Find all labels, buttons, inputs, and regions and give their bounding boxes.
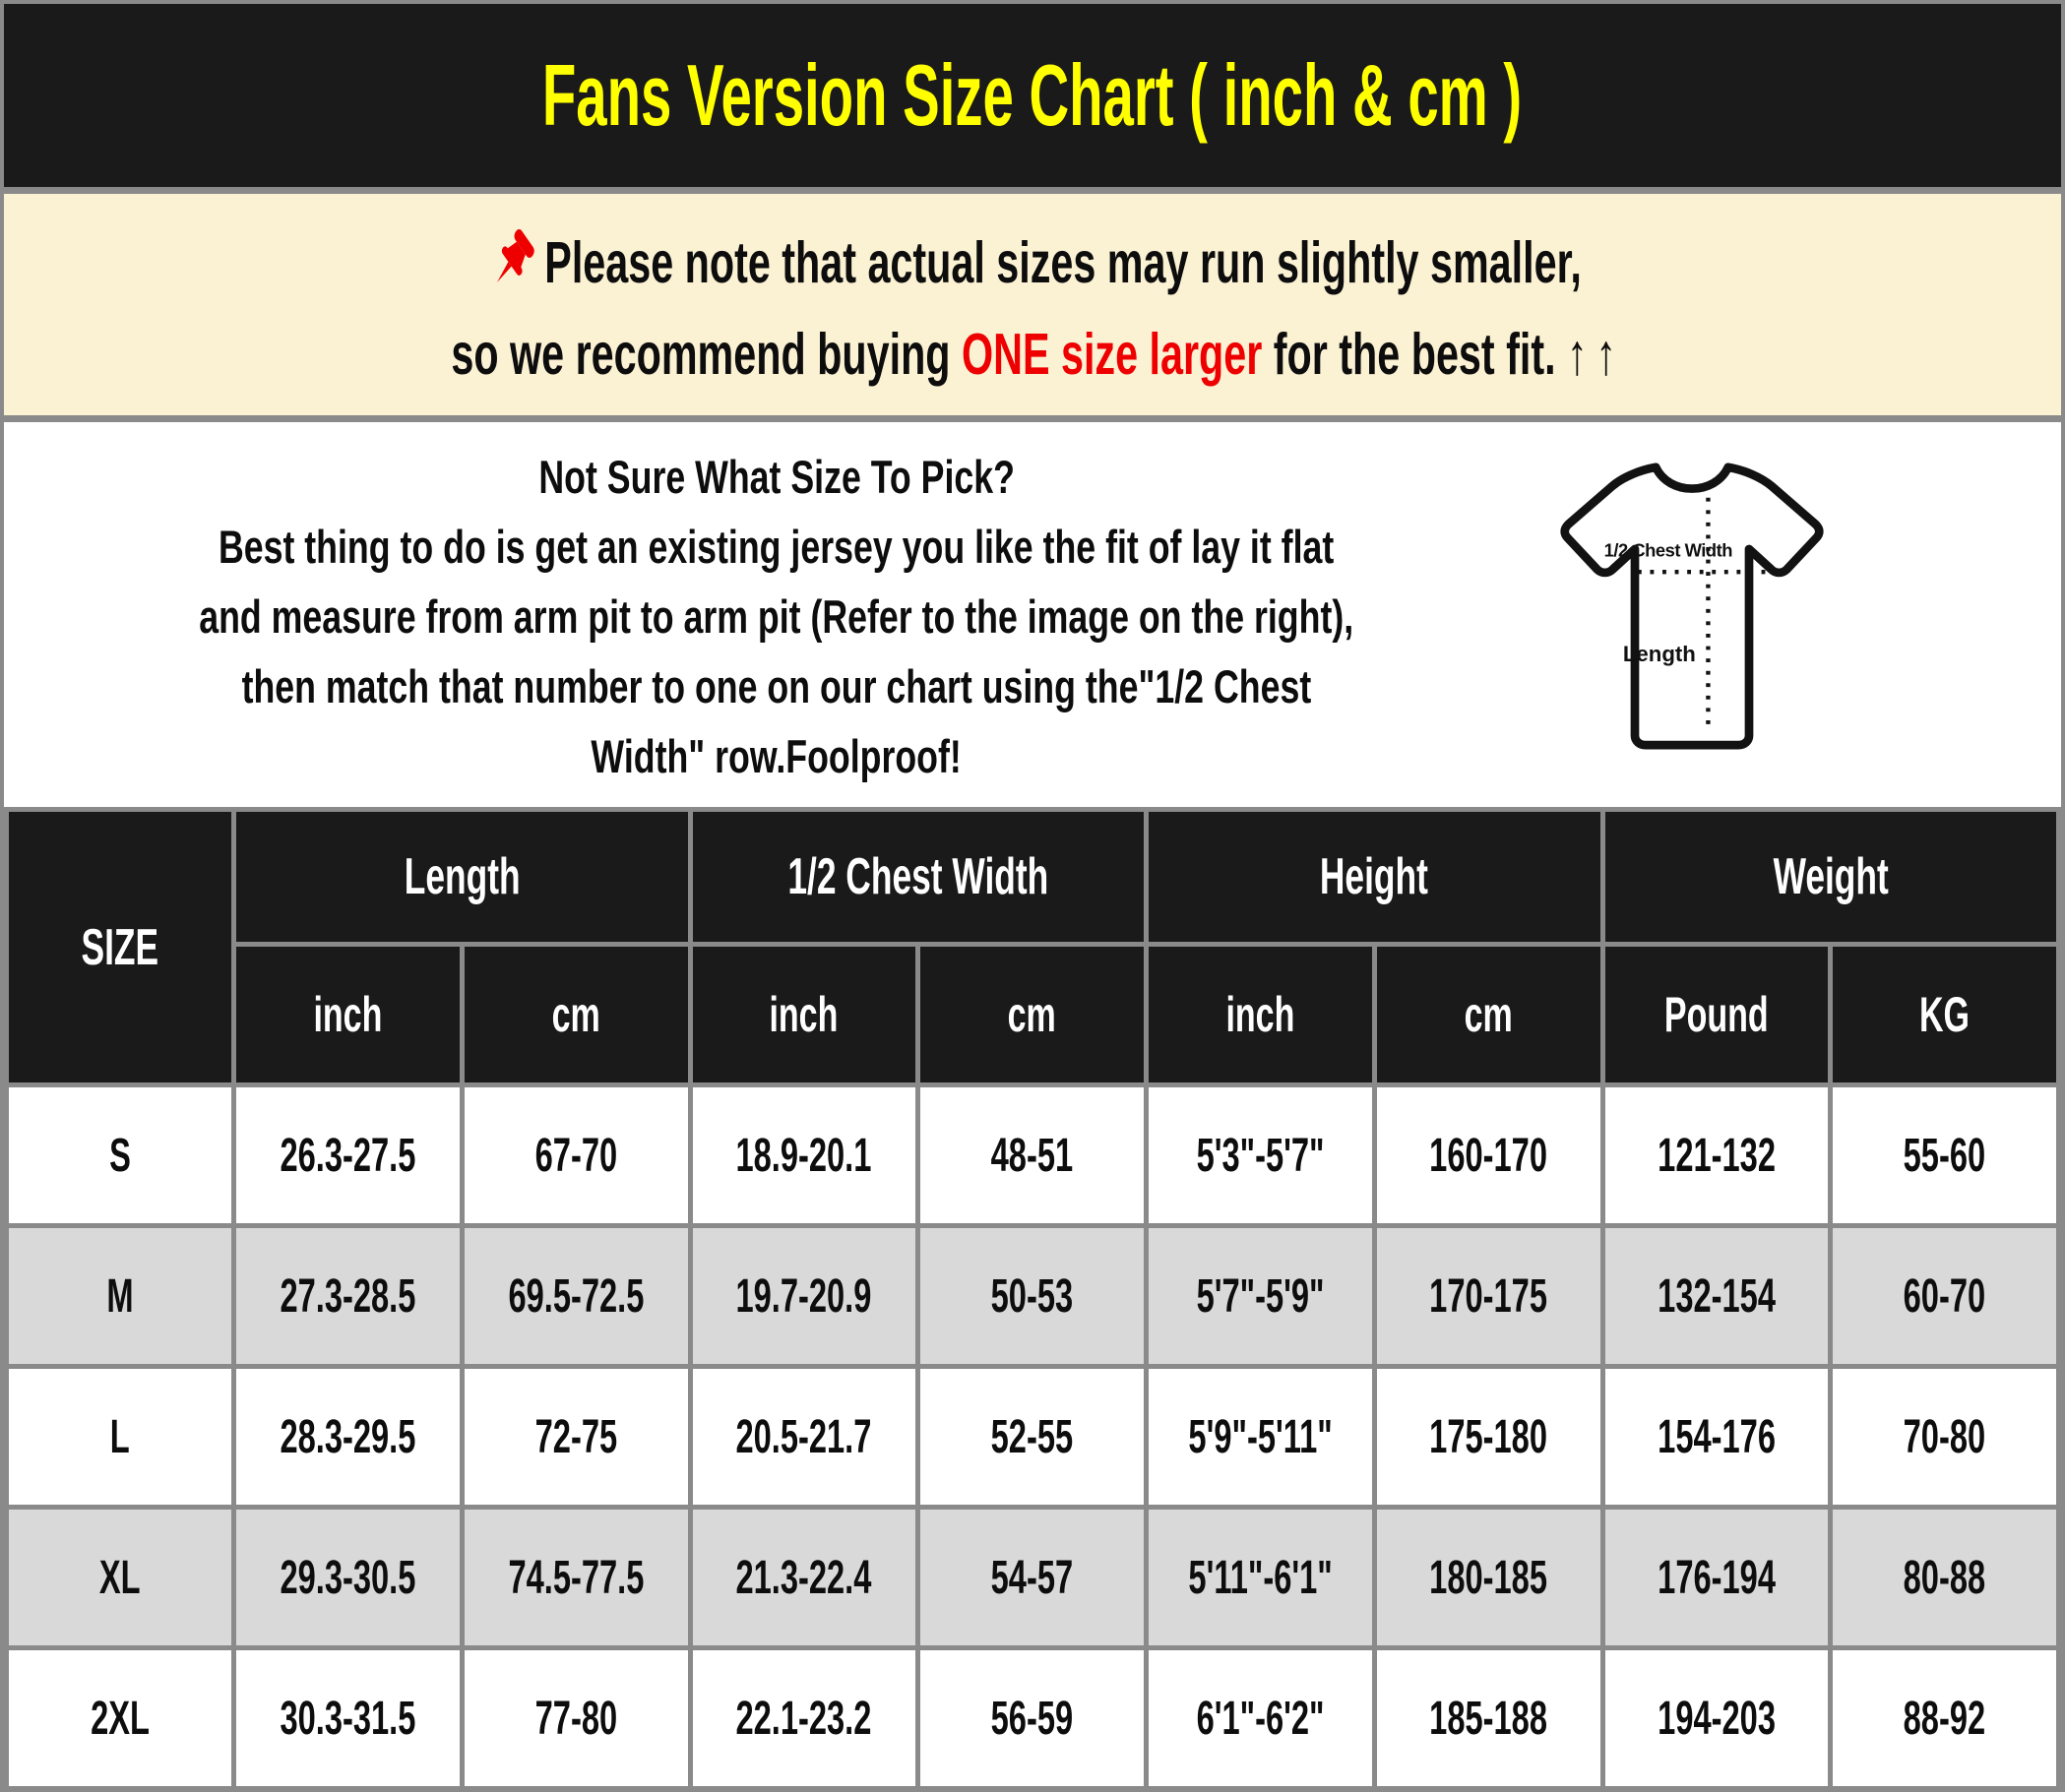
cell: 176-194 — [1599, 1505, 1834, 1650]
cell: 18.9-20.1 — [687, 1082, 921, 1228]
table-row-2xl: 2XL 30.3-31.5 77-80 22.1-23.2 56-59 6'1"… — [4, 1645, 2061, 1788]
up-arrows-icon: ↑ ↑ — [1566, 321, 1616, 387]
subheader-weight-kg: KG — [1828, 942, 2061, 1087]
subheader-height-inch: inch — [1144, 942, 1377, 1087]
table-row-l: L 28.3-29.5 72-75 20.5-21.7 52-55 5'9"-5… — [4, 1364, 2061, 1510]
cell: 160-170 — [1371, 1082, 1605, 1228]
cell: 70-80 — [1828, 1364, 2061, 1510]
subheader-chest-cm: cm — [915, 942, 1149, 1087]
size-cell: 2XL — [4, 1645, 236, 1788]
notice-highlight: ONE size larger — [961, 321, 1262, 387]
page-title: Fans Version Size Chart ( inch & cm ) — [542, 46, 1523, 144]
column-header-weight: Weight — [1599, 807, 2061, 947]
column-header-chest-width: 1/2 Chest Width — [687, 807, 1149, 947]
notice-text-2b: for the best fit. — [1261, 321, 1567, 387]
cell: 67-70 — [459, 1082, 693, 1228]
cell: 60-70 — [1828, 1223, 2061, 1369]
cell: 55-60 — [1828, 1082, 2061, 1228]
subheader-chest-inch: inch — [687, 942, 921, 1087]
notice-text-2a: so we recommend buying — [450, 321, 962, 387]
instructions-heading: Not Sure What Size To Pick? — [538, 451, 1015, 503]
cell: 74.5-77.5 — [459, 1505, 693, 1650]
instructions-section: Not Sure What Size To Pick? Best thing t… — [4, 422, 2061, 807]
cell: 29.3-30.5 — [231, 1505, 465, 1650]
cell: 5'9"-5'11" — [1144, 1364, 1377, 1510]
divider — [4, 415, 2061, 422]
subheader-weight-pound: Pound — [1599, 942, 1834, 1087]
cell: 132-154 — [1599, 1223, 1834, 1369]
column-header-size: SIZE — [4, 807, 236, 1087]
instructions-line-1: Best thing to do is get an existing jers… — [219, 521, 1335, 573]
table-row-s: S 26.3-27.5 67-70 18.9-20.1 48-51 5'3"-5… — [4, 1082, 2061, 1228]
tshirt-diagram: 1/2 Chest Width Length — [1549, 422, 2061, 807]
table-row-xl: XL 29.3-30.5 74.5-77.5 21.3-22.4 54-57 5… — [4, 1505, 2061, 1650]
cell: 20.5-21.7 — [687, 1364, 921, 1510]
cell: 5'7"-5'9" — [1144, 1223, 1377, 1369]
cell: 22.1-23.2 — [687, 1645, 921, 1788]
cell: 50-53 — [915, 1223, 1149, 1369]
size-chart-table: SIZE Length 1/2 Chest Width Height Weigh… — [4, 807, 2061, 1788]
cell: 56-59 — [915, 1645, 1149, 1788]
pushpin-icon — [497, 228, 535, 282]
cell: 72-75 — [459, 1364, 693, 1510]
cell: 77-80 — [459, 1645, 693, 1788]
instructions-line-4: Width" row.Foolproof! — [591, 730, 963, 782]
chest-width-label: 1/2 Chest Width — [1604, 540, 1733, 561]
cell: 27.3-28.5 — [231, 1223, 465, 1369]
column-header-height: Height — [1144, 807, 1605, 947]
subheader-height-cm: cm — [1371, 942, 1605, 1087]
cell: 185-188 — [1371, 1645, 1605, 1788]
size-cell: S — [4, 1082, 236, 1228]
cell: 88-92 — [1828, 1645, 2061, 1788]
notice-band: Please note that actual sizes may run sl… — [4, 194, 2061, 415]
cell: 5'3"-5'7" — [1144, 1082, 1377, 1228]
divider — [4, 187, 2061, 194]
column-header-length: Length — [231, 807, 693, 947]
size-cell: M — [4, 1223, 236, 1369]
cell: 26.3-27.5 — [231, 1082, 465, 1228]
cell: 170-175 — [1371, 1223, 1605, 1369]
title-bar: Fans Version Size Chart ( inch & cm ) — [4, 4, 2061, 187]
subheader-length-inch: inch — [231, 942, 465, 1087]
cell: 6'1"-6'2" — [1144, 1645, 1377, 1788]
size-cell: XL — [4, 1505, 236, 1650]
table-row-m: M 27.3-28.5 69.5-72.5 19.7-20.9 50-53 5'… — [4, 1223, 2061, 1369]
notice-text-1: Please note that actual sizes may run sl… — [544, 229, 1583, 295]
instructions-text: Not Sure What Size To Pick? Best thing t… — [4, 422, 1549, 807]
cell: 48-51 — [915, 1082, 1149, 1228]
size-cell: L — [4, 1364, 236, 1510]
cell: 69.5-72.5 — [459, 1223, 693, 1369]
instructions-line-2: and measure from arm pit to arm pit (Ref… — [199, 590, 1354, 643]
cell: 194-203 — [1599, 1645, 1834, 1788]
cell: 80-88 — [1828, 1505, 2061, 1650]
cell: 5'11"-6'1" — [1144, 1505, 1377, 1650]
cell: 121-132 — [1599, 1082, 1834, 1228]
tshirt-icon: 1/2 Chest Width Length — [1560, 463, 1824, 750]
cell: 30.3-31.5 — [231, 1645, 465, 1788]
cell: 180-185 — [1371, 1505, 1605, 1650]
instructions-line-3: then match that number to one on our cha… — [241, 660, 1312, 712]
cell: 21.3-22.4 — [687, 1505, 921, 1650]
notice-line-2: so we recommend buying ONE size larger f… — [450, 321, 1616, 388]
cell: 52-55 — [915, 1364, 1149, 1510]
cell: 19.7-20.9 — [687, 1223, 921, 1369]
length-label: Length — [1623, 642, 1696, 666]
cell: 154-176 — [1599, 1364, 1834, 1510]
notice-line-1: Please note that actual sizes may run sl… — [483, 222, 1583, 303]
cell: 54-57 — [915, 1505, 1149, 1650]
subheader-length-cm: cm — [459, 942, 693, 1087]
cell: 175-180 — [1371, 1364, 1605, 1510]
cell: 28.3-29.5 — [231, 1364, 465, 1510]
